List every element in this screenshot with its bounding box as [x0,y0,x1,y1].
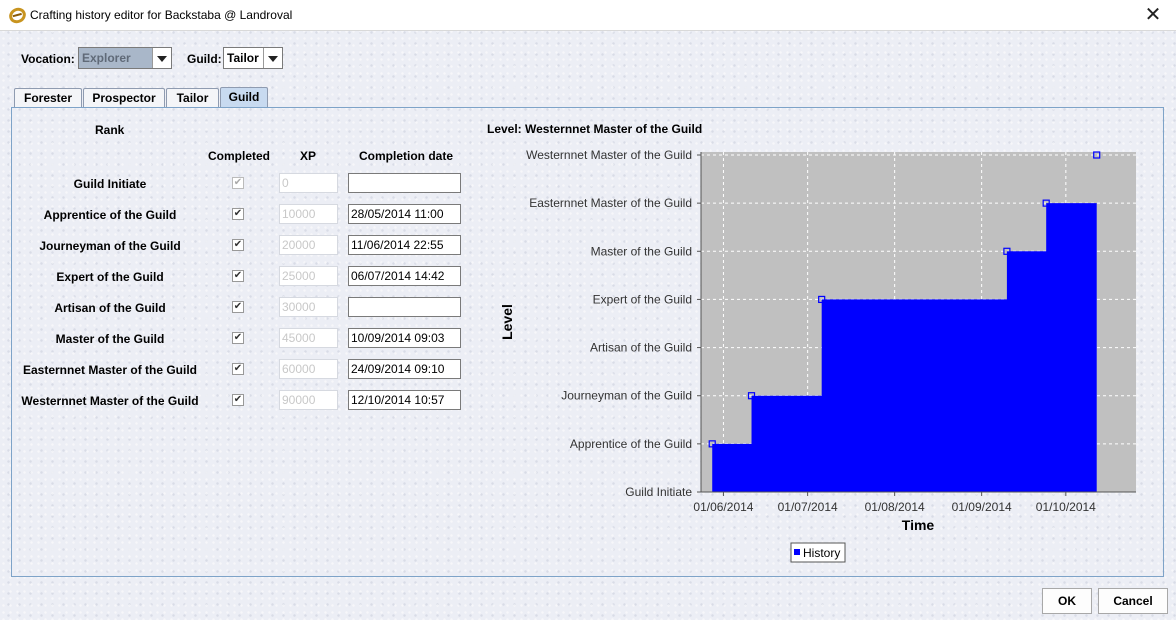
tab-tailor[interactable]: Tailor [166,88,219,107]
completion-date-field[interactable] [348,173,461,193]
xp-field: 25000 [279,266,338,286]
x-tick-label: 01/07/2014 [778,500,838,514]
completed-checkbox[interactable]: ✔ [232,208,244,220]
history-point [1093,151,1101,159]
xp-field: 45000 [279,328,338,348]
completion-date-field[interactable]: 24/09/2014 09:10 [348,359,461,379]
history-point [1003,247,1011,255]
rank-label: Easternnet Master of the Guild [22,363,198,377]
x-tick-labels: 01/06/2014 01/07/2014 01/08/2014 01/09/2014… [693,492,1096,514]
x-axis-label: Time [902,517,935,533]
xp-field: 30000 [279,297,338,317]
chevron-down-icon[interactable] [263,48,282,68]
y-tick-label: Artisan of the Guild [590,341,692,355]
completed-checkbox: ✔ [232,177,244,189]
completed-checkbox[interactable]: ✔ [232,270,244,282]
legend-swatch [794,549,800,555]
guild-panel [11,107,1164,577]
chart-title: Level: Westernnet Master of the Guild [487,122,702,136]
legend: History [790,542,846,563]
history-step-area [712,155,1097,492]
level-history-chart: Level: Westernnet Master of the Guild Gu… [487,122,1136,563]
completed-checkbox[interactable]: ✔ [232,363,244,375]
rank-label: Master of the Guild [55,332,165,346]
completed-checkbox[interactable]: ✔ [232,301,244,313]
rank-label: Artisan of the Guild [54,301,166,315]
x-tick-label: 01/08/2014 [865,500,925,514]
xp-header: XP [300,149,317,163]
y-tick-label: Easternnet Master of the Guild [529,196,692,210]
legend-label: History [803,546,840,560]
y-tick-labels: Guild Initiate Apprentice of the Guild Jou… [526,148,701,499]
xp-field: 60000 [279,359,338,379]
guild-label: Guild: [187,52,222,66]
completion-date-field[interactable]: 12/10/2014 10:57 [348,390,461,410]
history-point [747,392,756,400]
xp-field: 20000 [279,235,338,255]
xp-field: 10000 [279,204,338,224]
tab-forester[interactable]: Forester [14,88,82,107]
completion-date-field[interactable]: 28/05/2014 11:00 [348,204,461,224]
rank-label: Guild Initiate [73,177,147,191]
x-tick-label: 01/09/2014 [952,500,1012,514]
guild-combo[interactable]: Tailor [223,47,283,69]
rank-header: Rank [95,123,125,137]
xp-field: 90000 [279,390,338,410]
legend-box [790,542,846,563]
history-point [1042,199,1050,207]
y-tick-label: Expert of the Guild [593,292,692,306]
history-points [708,151,1101,448]
ring-icon [6,5,29,26]
rank-label: Expert of the Guild [56,270,164,284]
completed-checkbox[interactable]: ✔ [232,239,244,251]
y-tick-label: Master of the Guild [591,244,692,258]
history-point [708,440,716,448]
title-bar: Crafting history editor for Backstaba @ … [0,0,1176,31]
history-point [818,295,826,304]
rank-label: Westernnet Master of the Guild [21,394,199,408]
y-tick-label: Apprentice of the Guild [570,437,692,451]
x-tick-label: 01/10/2014 [1036,500,1096,514]
guild-value: Tailor [227,51,259,65]
y-tick-label: Journeyman of the Guild [561,389,692,403]
completion-date-field[interactable]: 10/09/2014 09:03 [348,328,461,348]
x-tick-label: 01/06/2014 [693,500,753,514]
completion-date-header: Completion date [359,149,454,163]
vocation-value: Explorer [79,48,152,68]
close-icon[interactable]: ✕ [1144,4,1162,26]
completed-header: Completed [208,149,271,163]
rank-label: Apprentice of the Guild [43,208,177,222]
y-tick-label: Westernnet Master of the Guild [526,148,692,162]
completed-checkbox[interactable]: ✔ [232,394,244,406]
rank-label: Journeyman of the Guild [39,239,181,253]
xp-field: 0 [279,173,338,193]
tab-guild[interactable]: Guild [220,87,268,107]
completion-date-field[interactable] [348,297,461,317]
chevron-down-icon[interactable] [152,48,171,68]
history-area [712,155,1097,492]
y-axis-label: Level [499,304,515,340]
vocation-label: Vocation: [21,52,75,66]
window-title: Crafting history editor for Backstaba @ … [30,8,293,22]
tab-prospector[interactable]: Prospector [83,88,165,107]
completed-checkbox[interactable]: ✔ [232,332,244,344]
vocation-combo[interactable]: Explorer [78,47,172,69]
cancel-button[interactable]: Cancel [1098,588,1168,614]
completion-date-field[interactable]: 06/07/2014 14:42 [348,266,461,286]
ok-button[interactable]: OK [1042,588,1092,614]
y-tick-label: Guild Initiate [625,485,692,499]
completion-date-field[interactable]: 11/06/2014 22:55 [348,235,461,255]
